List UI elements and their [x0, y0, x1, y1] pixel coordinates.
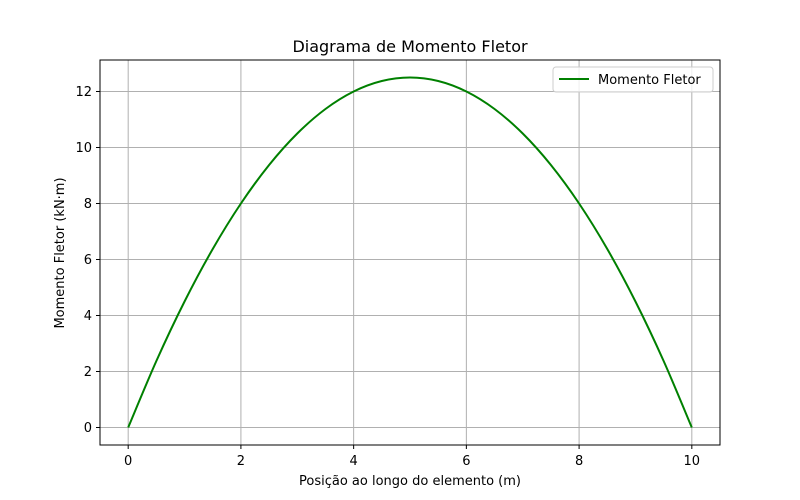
- chart-title: Diagrama de Momento Fletor: [292, 37, 528, 56]
- y-tick-label: 2: [84, 365, 92, 380]
- y-tick-label: 12: [75, 85, 92, 100]
- y-axis-ticks: 0 2 4 6 8 10 12: [75, 85, 100, 436]
- x-tick-label: 0: [124, 454, 132, 469]
- legend: Momento Fletor: [552, 66, 714, 93]
- x-axis-ticks: 0 2 4 6 8 10: [124, 445, 700, 469]
- series-line-momento-fletor: [127, 76, 693, 428]
- y-tick-label: 0: [84, 421, 92, 436]
- y-axis-label: Momento Fletor (kN·m): [53, 177, 68, 328]
- series-layer: [127, 76, 693, 428]
- x-axis-label: Posição ao longo do elemento (m): [299, 474, 521, 489]
- legend-label-momento-fletor: Momento Fletor: [598, 73, 701, 88]
- x-tick-label: 10: [684, 454, 701, 469]
- y-tick-label: 4: [84, 309, 92, 324]
- x-tick-label: 8: [575, 454, 583, 469]
- y-tick-label: 10: [75, 141, 92, 156]
- plot-frame: [99, 59, 721, 446]
- x-tick-label: 4: [349, 454, 357, 469]
- x-tick-label: 2: [237, 454, 245, 469]
- legend-box: [552, 66, 714, 93]
- y-tick-label: 6: [84, 253, 92, 268]
- grid: [100, 60, 720, 445]
- x-tick-label: 6: [462, 454, 470, 469]
- y-tick-label: 8: [84, 197, 92, 212]
